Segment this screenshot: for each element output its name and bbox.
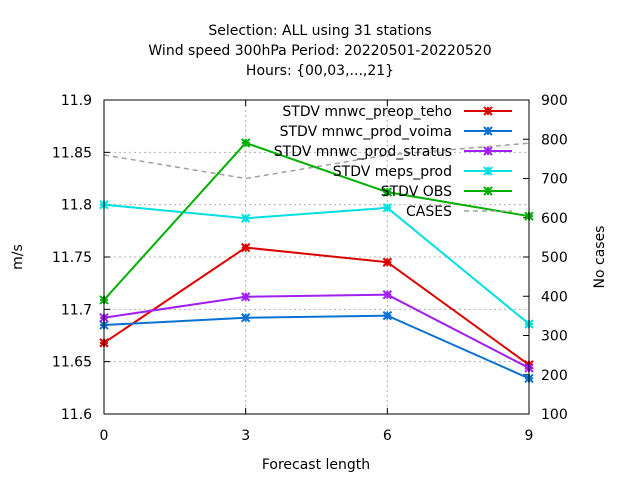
legend-label: STDV mnwc_prod_voima: [280, 124, 452, 140]
y-tick-label: 11.65: [52, 355, 92, 371]
series-2: [99, 310, 534, 384]
axis-ticks: 11.6 11.65 11.7 11.75 11.8 11.85 11.9 100 200 300…: [52, 93, 568, 444]
y2-tick-label: 900: [541, 93, 568, 109]
chart-title-line-2: Wind speed 300hPa Period: 20220501-20220…: [148, 43, 491, 59]
y-axis-label: m/s: [10, 244, 26, 270]
x-tick-label: 6: [383, 428, 392, 444]
y2-tick-label: 800: [541, 132, 568, 148]
y2-tick-label: 600: [541, 211, 568, 227]
legend-label: STDV mnwc_prod_stratus: [274, 144, 452, 160]
y2-tick-label: 500: [541, 250, 568, 266]
plot-area-border: [103, 99, 530, 415]
y2-tick-label: 300: [541, 329, 568, 345]
y-tick-label: 11.9: [61, 93, 92, 109]
legend-label: STDV OBS: [381, 184, 452, 200]
y-tick-label: 11.6: [61, 407, 92, 423]
data-point-marker: [240, 138, 251, 148]
x-tick-label: 0: [100, 428, 109, 444]
data-point-marker: [240, 292, 251, 302]
y-tick-label: 11.75: [52, 250, 92, 266]
y2-tick-label: 200: [541, 368, 568, 384]
data-point-marker: [382, 310, 393, 321]
legend-entry: STDV meps_prod: [333, 164, 512, 180]
series-line: [103, 141, 530, 301]
legend-entry: STDV mnwc_prod_stratus: [274, 144, 512, 160]
x-axis-label: Forecast length: [262, 457, 370, 473]
data-point-marker: [240, 242, 251, 253]
data-point-marker: [382, 203, 393, 213]
chart-title: Selection: ALL using 31 stations Wind sp…: [148, 23, 491, 79]
y-tick-label: 11.85: [52, 145, 92, 161]
y-tick-label: 11.8: [61, 198, 92, 214]
series-line: [103, 314, 530, 380]
data-point-marker: [483, 126, 493, 136]
data-point-marker: [483, 186, 493, 196]
y2-tick-label: 100: [541, 407, 568, 423]
series-line: [103, 293, 530, 369]
series-5: [99, 138, 534, 305]
y-tick-label: 11.7: [61, 302, 92, 318]
data-point-marker: [483, 166, 493, 176]
data-point-marker: [382, 257, 393, 267]
legend-entry: CASES: [406, 204, 512, 220]
series-line: [103, 203, 530, 325]
legend-label: STDV mnwc_preop_teho: [282, 104, 452, 120]
legend-entry: STDV mnwc_prod_voima: [280, 124, 512, 140]
x-tick-label: 3: [241, 428, 250, 444]
data-point-marker: [382, 289, 393, 300]
grid: [104, 100, 529, 414]
legend: STDV mnwc_preop_teho STDV mnwc_prod_voima…: [274, 104, 512, 220]
data-point-marker: [240, 213, 251, 223]
data-point-marker: [382, 187, 393, 197]
chart-title-line-3: Hours: {00,03,...,21}: [246, 63, 394, 79]
x-tick-label: 9: [525, 428, 534, 444]
legend-label: STDV meps_prod: [333, 164, 452, 180]
y2-axis-label: No cases: [592, 226, 608, 289]
series-line: [103, 246, 530, 366]
data-point-marker: [240, 312, 251, 323]
data-point-marker: [483, 106, 493, 116]
data-point-marker: [483, 146, 493, 156]
y2-tick-label: 400: [541, 289, 568, 305]
chart-title-line-1: Selection: ALL using 31 stations: [208, 23, 431, 39]
legend-label: CASES: [406, 204, 452, 220]
series-1: [99, 242, 534, 370]
legend-entry: STDV mnwc_preop_teho: [282, 104, 512, 120]
legend-entry: STDV OBS: [381, 184, 512, 200]
series-lines: [99, 138, 534, 384]
y2-tick-label: 700: [541, 172, 568, 188]
